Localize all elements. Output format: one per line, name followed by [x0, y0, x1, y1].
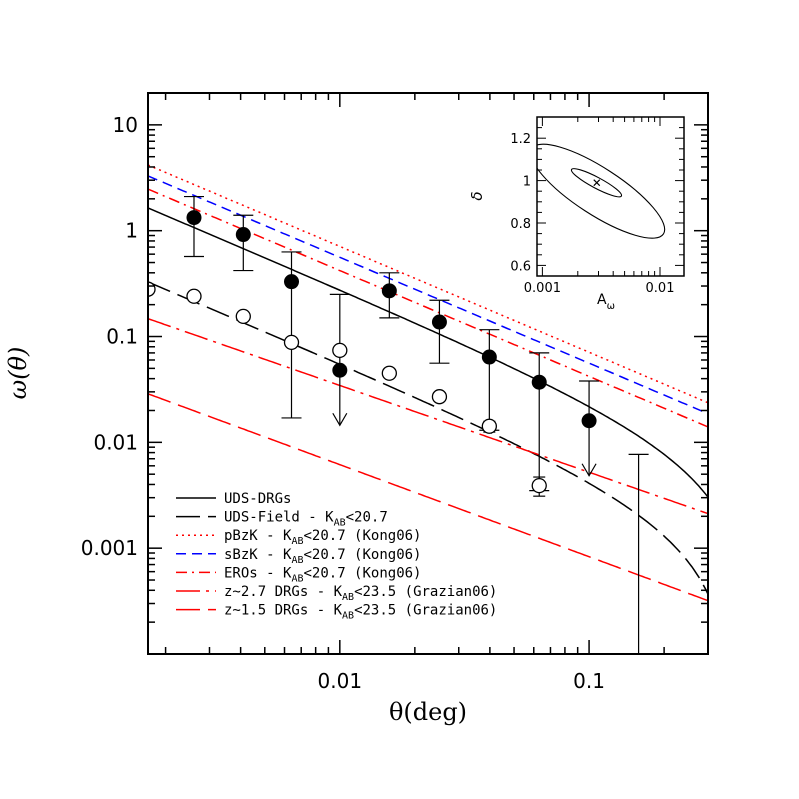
inset-x-label-sub: ω	[607, 301, 615, 312]
legend-label-text: z~2.7 DRGs - K	[224, 584, 343, 600]
legend-label-text: <23.5 (Grazian06)	[354, 603, 497, 619]
legend-label-text: EROs - K	[224, 565, 292, 581]
field-point	[381, 365, 397, 381]
drg-point-upper-limit-arrow	[581, 463, 597, 477]
inset-x-label-main: A	[597, 292, 607, 308]
y-tick-label: 10	[113, 113, 138, 137]
inset-y-label: δ	[468, 191, 486, 200]
y-tick-label: 1	[125, 219, 138, 243]
inset-x-tick-label: 0.001	[524, 281, 561, 296]
x-tick-label: 0.01	[318, 669, 363, 693]
legend-label-2: UDS-Field - KAB<20.7	[224, 510, 388, 529]
tick-labels: 0.01 0.1 10 1 0.1 0.01 0.001	[81, 113, 605, 693]
drg-point-upper-limit-arrow	[332, 412, 348, 427]
inset-ticks	[536, 116, 684, 277]
outer-contour	[537, 143, 666, 239]
legend-label-text: z~1.5 DRGs - K	[224, 603, 343, 619]
legend-label-text: pBzK - K	[224, 528, 292, 544]
legend-label-subscript: AB	[291, 555, 303, 566]
y-tick-label: 0.001	[81, 536, 138, 560]
field-point	[186, 288, 202, 304]
legend-label-text: <20.7 (Kong06)	[303, 565, 421, 581]
legend-label-5: EROs - KAB<20.7 (Kong06)	[224, 565, 422, 584]
legend-label-subscript: AB	[334, 518, 346, 529]
drg-point	[235, 227, 251, 243]
legend-label-text: <20.7	[346, 510, 388, 526]
legend-label-text: UDS-DRGs	[224, 491, 291, 507]
legend-label-subscript: AB	[291, 536, 303, 547]
x-tick-label: 0.1	[573, 669, 605, 693]
drg-point	[431, 314, 447, 330]
y-axis-label: ω(θ)	[4, 347, 32, 400]
drg-point	[531, 374, 547, 390]
drg-point	[332, 362, 348, 378]
inset-y-tick-label: 0.8	[510, 217, 531, 232]
y-tick-label: 0.01	[93, 430, 138, 454]
inset-x-label: Aω	[597, 292, 615, 312]
plot-frame	[147, 92, 709, 655]
inset-y-tick-label: 1	[523, 175, 531, 190]
drg-point	[581, 413, 597, 429]
legend-label-7: z~1.5 DRGs - KAB<23.5 (Grazian06)	[224, 603, 497, 622]
legend-label-text: sBzK - K	[224, 547, 292, 563]
legend-label-subscript: AB	[342, 592, 354, 603]
drg-point	[284, 274, 300, 290]
y-tick-label: 0.1	[106, 325, 138, 349]
inner-contour	[570, 168, 623, 198]
legend-label-6: z~2.7 DRGs - KAB<23.5 (Grazian06)	[224, 584, 497, 603]
legend-label-4: sBzK - KAB<20.7 (Kong06)	[224, 547, 422, 566]
drg-point	[186, 210, 202, 226]
inset-frame	[536, 116, 685, 277]
inset-contours	[537, 143, 666, 239]
legend-label-3: pBzK - KAB<20.7 (Kong06)	[224, 528, 422, 547]
line-uds-drgs	[148, 207, 708, 498]
inset-y-tick-label: 0.6	[510, 259, 531, 274]
legend-label-subscript: AB	[291, 573, 303, 584]
inset-chart: 0.001 0.01 1.2 1 0.8 0.6 δ Aω	[468, 116, 685, 312]
field-point	[431, 389, 448, 405]
legend-label-1: UDS-DRGs	[224, 491, 291, 507]
field-point	[531, 477, 547, 494]
data-points	[148, 195, 649, 654]
field-point	[283, 334, 300, 351]
drg-point	[481, 349, 497, 365]
axis-ticks	[148, 92, 708, 655]
best-fit-marker	[593, 179, 601, 187]
field-point	[332, 342, 348, 359]
drg-point	[381, 283, 397, 299]
inset-tick-labels: 0.001 0.01 1.2 1 0.8 0.6	[510, 132, 674, 296]
legend-label-text: UDS-Field - K	[224, 510, 334, 526]
legend-label-text: <20.7 (Kong06)	[303, 547, 421, 563]
field-point	[481, 418, 497, 434]
legend-label-text: <20.7 (Kong06)	[303, 528, 421, 544]
x-axis-label: θ(deg)	[389, 698, 467, 726]
field-point	[235, 308, 251, 325]
inset-y-tick-label: 1.2	[510, 132, 531, 147]
line-z-2-7-drgs-k-ab-23-5-grazian06	[148, 317, 708, 515]
legend-label-text: <23.5 (Grazian06)	[354, 584, 497, 600]
legend-label-subscript: AB	[342, 611, 354, 622]
line-z-1-5-drgs-k-ab-23-5-grazian06	[148, 393, 708, 602]
inset-x-tick-label: 0.01	[646, 281, 675, 296]
